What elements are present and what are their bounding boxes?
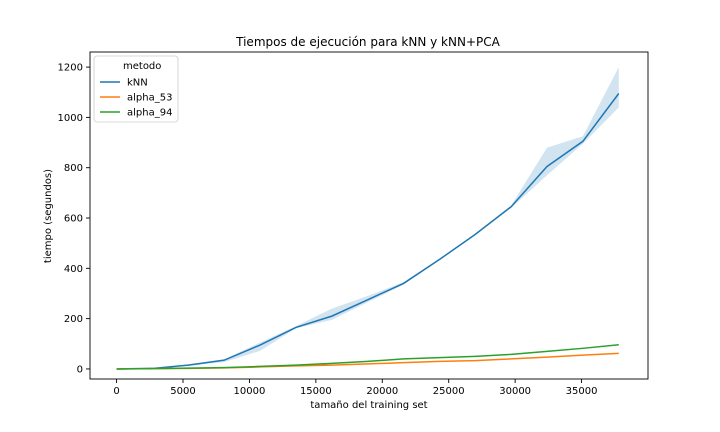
x-tick-label: 30000 <box>499 386 531 397</box>
x-tick-label: 25000 <box>433 386 465 397</box>
y-tick-label: 400 <box>64 264 83 275</box>
y-axis-title: tiempo (segundos) <box>43 169 54 263</box>
legend-items: kNN alpha_53 alpha_94 <box>100 78 172 119</box>
x-tick-label: 5000 <box>170 386 195 397</box>
y-tick-label: 0 <box>77 364 83 375</box>
y-tick-label: 800 <box>64 163 83 174</box>
y-axis: 0 200 400 600 800 1000 1200 <box>58 63 90 375</box>
legend-label: kNN <box>127 78 148 89</box>
y-tick-label: 600 <box>64 214 83 225</box>
band-kNN <box>116 67 619 369</box>
legend: metodo kNN alpha_53 alpha_94 <box>93 55 179 123</box>
x-axis: 0 5000 10000 15000 20000 25000 30000 35000 <box>113 379 597 397</box>
y-tick-label: 1000 <box>58 113 83 124</box>
chart-title: Tiempos de ejecución para kNN y kNN+PCA <box>235 35 500 49</box>
y-tick-label: 1200 <box>58 63 83 74</box>
y-tick-label: 200 <box>64 314 83 325</box>
confidence-bands <box>116 67 619 369</box>
x-tick-label: 35000 <box>566 386 598 397</box>
series-lines <box>116 93 620 370</box>
x-tick-label: 0 <box>113 386 119 397</box>
x-tick-label: 10000 <box>234 386 266 397</box>
series-line-alpha_94 <box>116 344 619 370</box>
x-tick-label: 20000 <box>366 386 398 397</box>
plot-frame <box>89 51 649 380</box>
x-axis-title: tamaño del training set <box>310 400 427 411</box>
x-tick-label: 15000 <box>300 386 332 397</box>
legend-box <box>93 55 179 123</box>
legend-label: alpha_53 <box>127 93 172 104</box>
series-line-kNN <box>116 93 620 370</box>
legend-label: alpha_94 <box>127 108 172 119</box>
legend-title: metodo <box>123 61 161 72</box>
